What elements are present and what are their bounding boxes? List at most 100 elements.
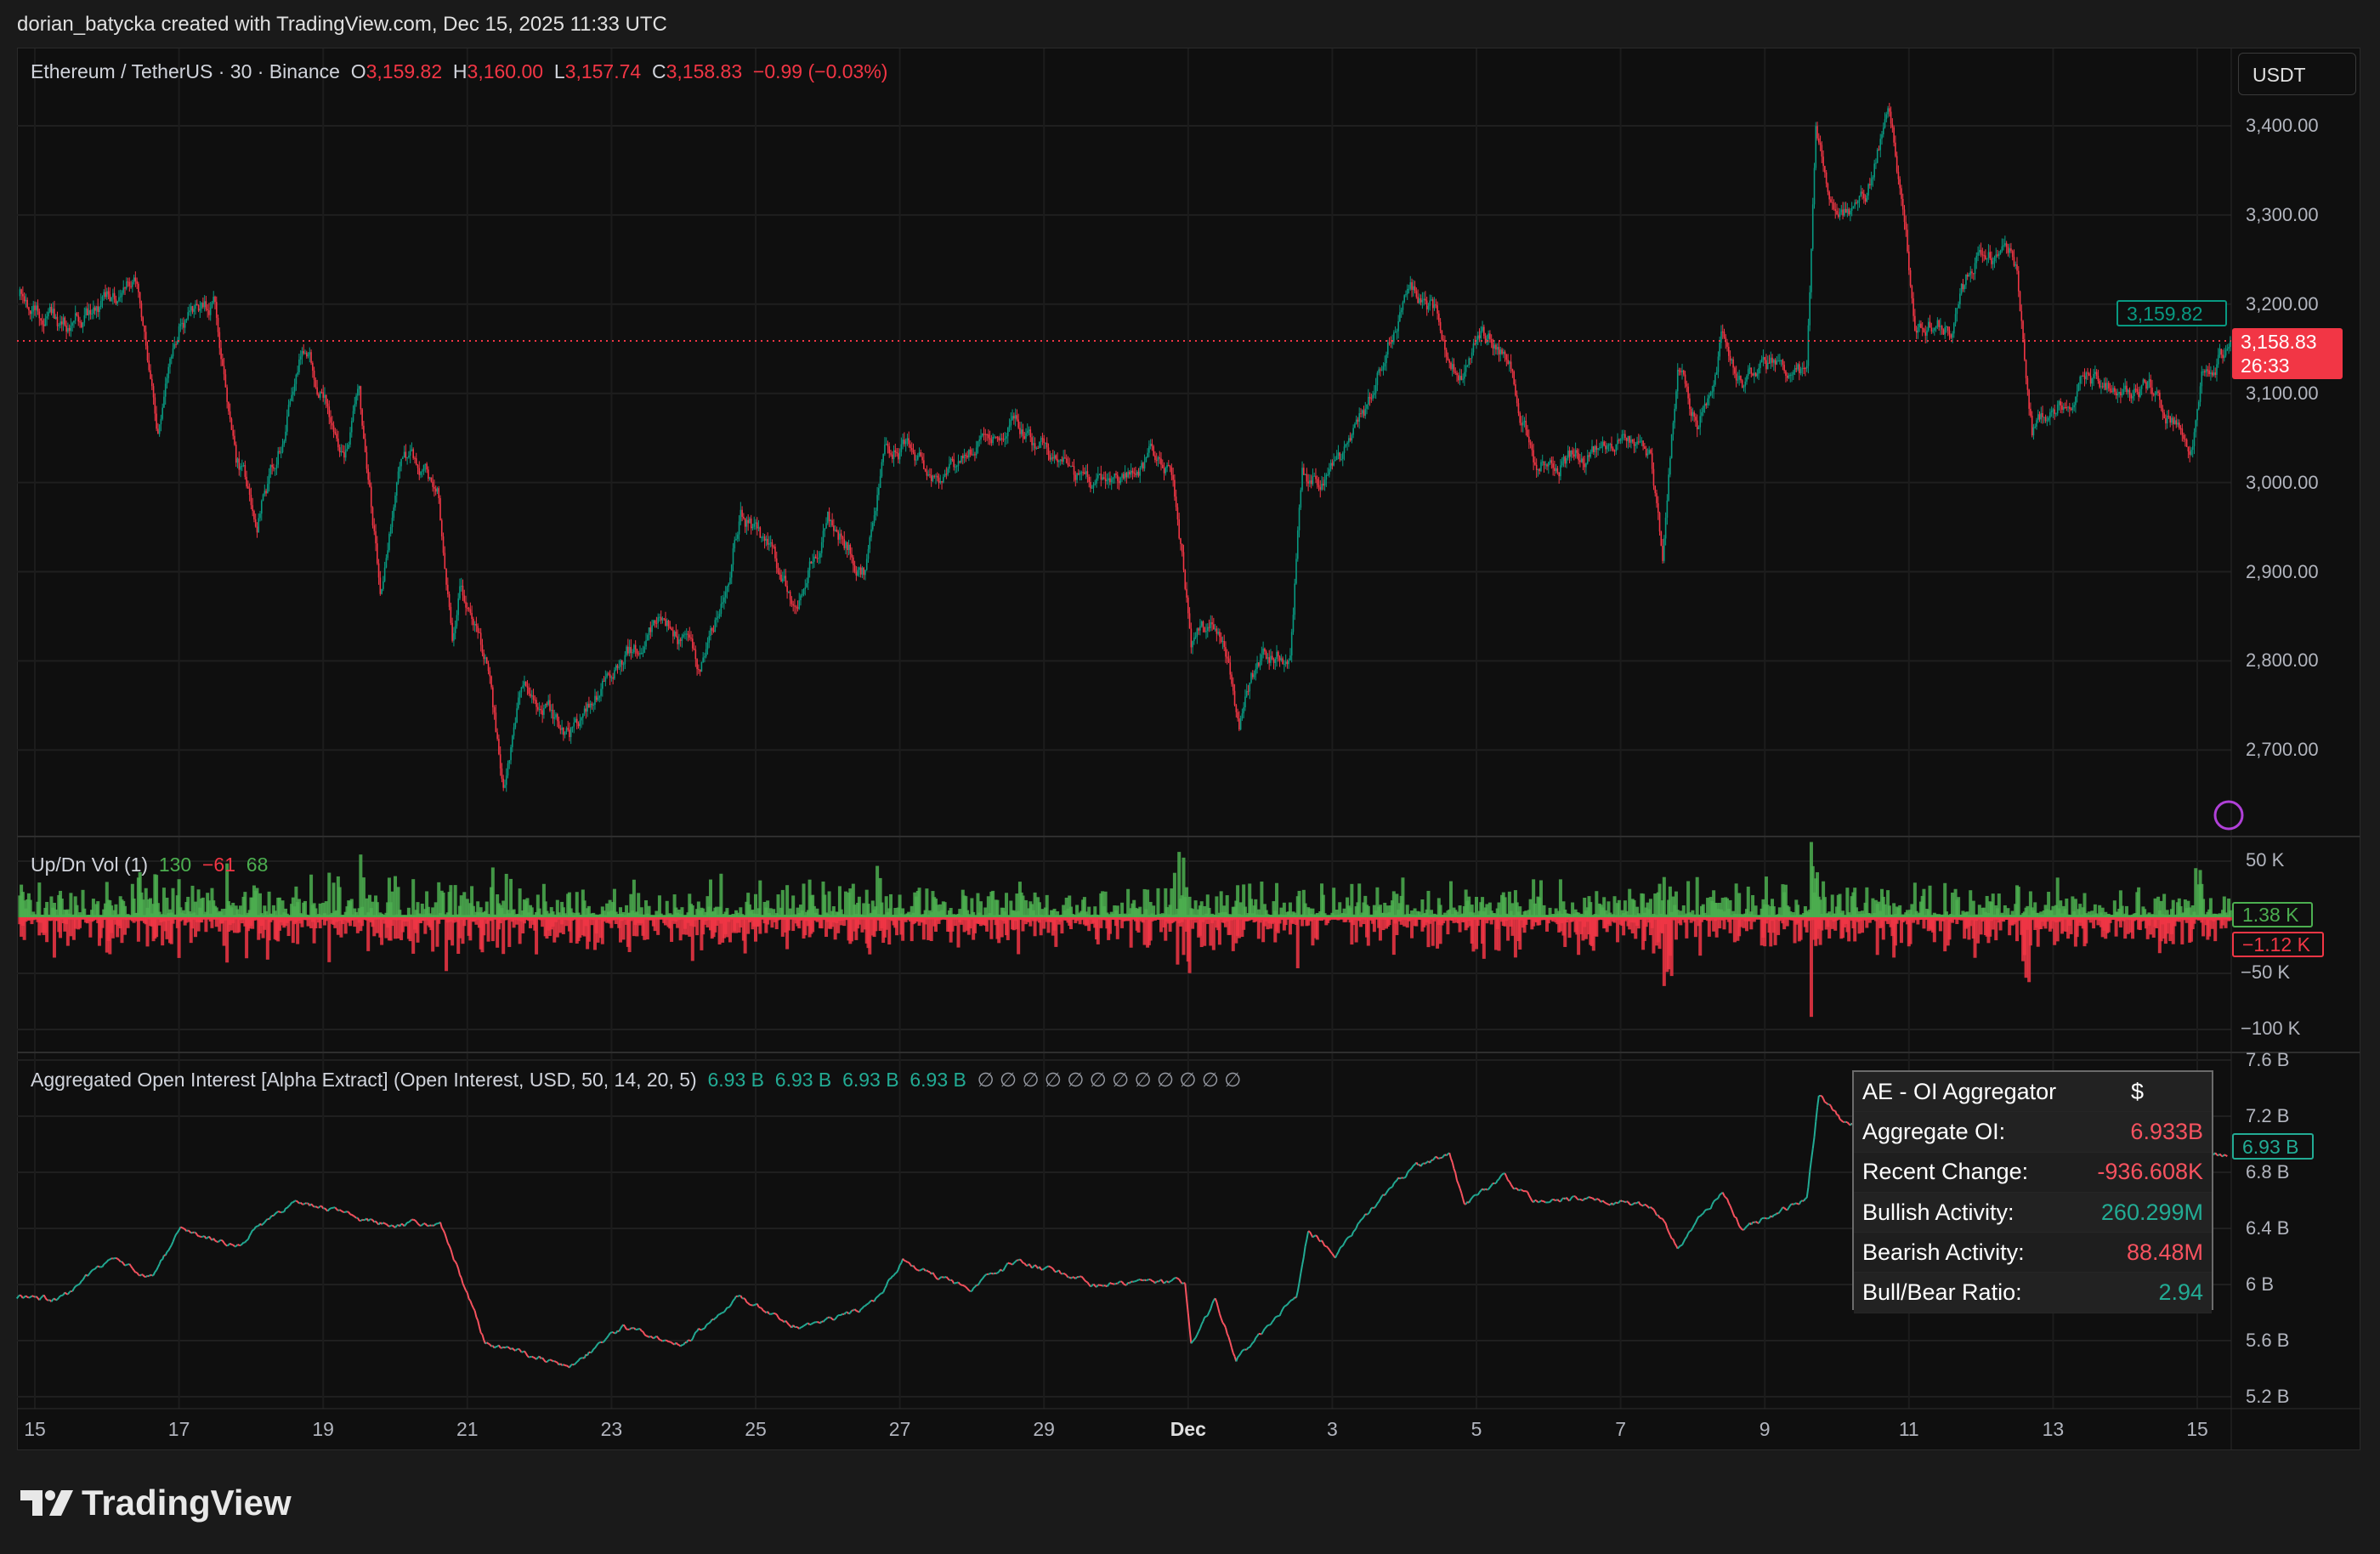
candle — [74, 305, 76, 325]
candle-body — [2114, 388, 2116, 392]
candle — [2044, 414, 2047, 423]
candle-body — [1981, 254, 1984, 256]
candle-body — [2189, 451, 2190, 455]
candle-body — [2191, 445, 2194, 451]
candle-body — [73, 320, 75, 323]
candle — [1033, 435, 1034, 451]
candle-body — [373, 525, 376, 531]
candle-body — [46, 316, 48, 319]
candle-body — [1289, 655, 1291, 661]
candle-body — [994, 436, 995, 438]
candle-body — [2107, 383, 2110, 388]
candle — [1635, 441, 1637, 453]
candle-body — [780, 574, 782, 582]
candle-body — [734, 540, 736, 548]
candle-body — [661, 618, 664, 621]
candle-body — [250, 495, 252, 506]
candle — [972, 448, 974, 457]
candle-body — [1088, 476, 1090, 483]
candle-body — [107, 291, 110, 295]
candle-body — [463, 595, 466, 602]
candle-body — [248, 488, 251, 496]
volume-bar-up — [416, 902, 420, 917]
candle-body — [80, 321, 82, 327]
candle-body — [2032, 427, 2035, 436]
candle-body — [1360, 413, 1362, 415]
candle-body — [187, 312, 189, 320]
candle — [1560, 458, 1561, 481]
candle-body — [418, 468, 421, 475]
candle — [234, 429, 235, 446]
candle-body — [2073, 405, 2075, 408]
candle — [963, 448, 966, 463]
candle — [1103, 471, 1105, 480]
candle-body — [348, 444, 350, 450]
candle — [522, 680, 524, 689]
candle — [64, 315, 66, 327]
candlestick-series — [19, 102, 2231, 792]
candle — [332, 416, 333, 430]
volume-bar-up — [294, 886, 298, 917]
candle-body — [904, 440, 907, 445]
candle-body — [1210, 621, 1212, 628]
candle-body — [2030, 408, 2032, 416]
candle — [966, 451, 968, 459]
candle — [738, 515, 740, 542]
candle — [1899, 176, 1901, 196]
candle-body — [1109, 478, 1111, 483]
candle — [1175, 489, 1177, 512]
candle-body — [761, 536, 762, 538]
candle — [2162, 405, 2164, 420]
candle — [71, 321, 73, 332]
candle — [690, 631, 692, 642]
candle — [160, 414, 162, 432]
candle — [1082, 464, 1084, 476]
candle — [859, 564, 862, 578]
candle — [475, 616, 478, 632]
candle — [930, 468, 932, 487]
candle — [1932, 327, 1934, 334]
candle-body — [884, 444, 886, 455]
candle — [29, 310, 31, 320]
candle-body — [634, 644, 637, 649]
candle-body — [1160, 458, 1162, 465]
volume-bar-down — [177, 917, 181, 958]
candle — [1129, 469, 1130, 479]
candle-body — [1715, 371, 1718, 375]
candle — [1259, 653, 1261, 671]
candle — [370, 482, 372, 514]
candle — [796, 600, 799, 612]
candle-body — [1309, 480, 1311, 484]
candle-body — [2168, 416, 2170, 417]
candle-body — [1065, 458, 1068, 463]
volume-bar-down — [327, 917, 332, 962]
candle-body — [1190, 628, 1193, 648]
candle-body — [2069, 406, 2071, 409]
candle — [1794, 365, 1796, 376]
candle — [2075, 396, 2077, 413]
candle — [330, 410, 332, 430]
candle — [2210, 366, 2212, 381]
candle — [409, 445, 411, 464]
candle-body — [1408, 288, 1410, 290]
candle-body — [349, 432, 351, 445]
candle-body — [1055, 455, 1057, 459]
candle-body — [54, 316, 57, 319]
candle — [1746, 374, 1748, 385]
candle — [955, 464, 958, 473]
candle-body — [2224, 355, 2225, 359]
candle — [1797, 362, 1799, 371]
candle — [2183, 432, 2184, 442]
candle — [1312, 468, 1314, 486]
candle-body — [140, 303, 143, 318]
candle — [1735, 366, 1737, 388]
candle-body — [19, 289, 21, 297]
candle — [1740, 375, 1742, 383]
volume-bar-up — [359, 854, 363, 917]
volume-bar-up — [220, 909, 224, 917]
candle-body — [1511, 369, 1514, 371]
candle-body — [502, 778, 504, 788]
candle-body — [1294, 583, 1296, 615]
candle — [275, 457, 278, 475]
